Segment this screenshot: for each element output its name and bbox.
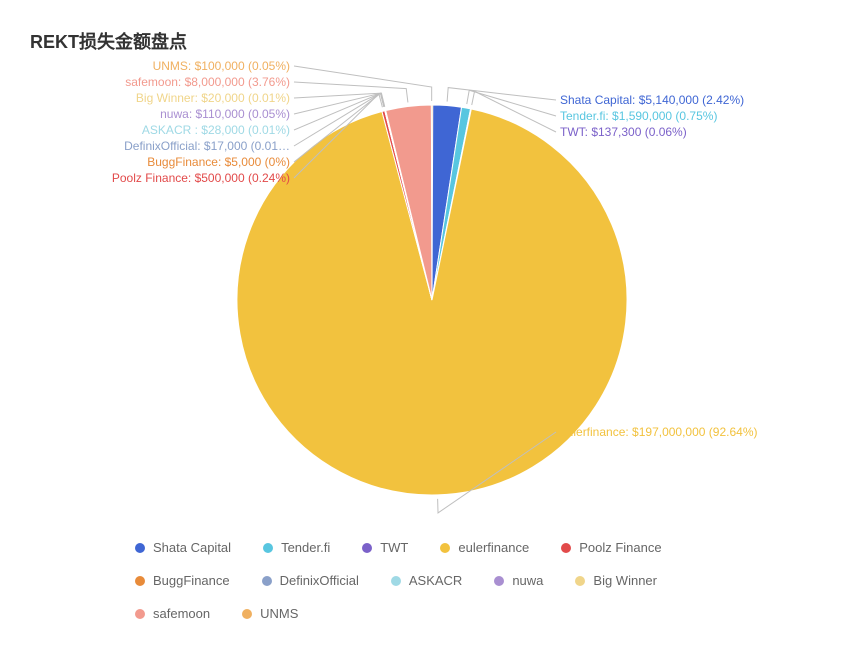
callout-label: Tender.fi: $1,590,000 (0.75%) <box>560 109 717 123</box>
callout-label: DefinixOfficial: $17,000 (0.01… <box>124 139 290 153</box>
legend-dot-icon <box>391 576 401 586</box>
callout-label: safemoon: $8,000,000 (3.76%) <box>125 75 290 89</box>
legend-dot-icon <box>242 609 252 619</box>
callout-label: ASKACR : $28,000 (0.01%) <box>142 123 290 137</box>
legend-label: nuwa <box>512 573 543 588</box>
legend-label: Tender.fi <box>281 540 330 555</box>
legend-dot-icon <box>362 543 372 553</box>
legend-label: DefinixOfficial <box>280 573 359 588</box>
legend-item[interactable]: UNMS <box>242 606 298 621</box>
legend-label: TWT <box>380 540 408 555</box>
legend-dot-icon <box>561 543 571 553</box>
legend-item[interactable]: Poolz Finance <box>561 540 661 555</box>
legend-dot-icon <box>262 576 272 586</box>
legend-dot-icon <box>263 543 273 553</box>
callout-label: nuwa: $110,000 (0.05%) <box>160 107 290 121</box>
legend-label: safemoon <box>153 606 210 621</box>
legend-dot-icon <box>575 576 585 586</box>
legend-dot-icon <box>135 576 145 586</box>
legend-item[interactable]: nuwa <box>494 573 543 588</box>
legend-item[interactable]: Big Winner <box>575 573 657 588</box>
legend: Shata Capital Tender.fi TWT eulerfinance Poo… <box>115 540 755 621</box>
callout-label: BuggFinance: $5,000 (0%) <box>147 155 290 169</box>
callout-label: Shata Capital: $5,140,000 (2.42%) <box>560 93 744 107</box>
legend-label: Big Winner <box>593 573 657 588</box>
legend-item[interactable]: DefinixOfficial <box>262 573 359 588</box>
legend-dot-icon <box>135 543 145 553</box>
pie-slice[interactable] <box>431 105 432 300</box>
legend-label: Shata Capital <box>153 540 231 555</box>
legend-item[interactable]: Shata Capital <box>135 540 231 555</box>
callout-label: eulerfinance: $197,000,000 (92.64%) <box>560 425 757 439</box>
legend-label: Poolz Finance <box>579 540 661 555</box>
legend-item[interactable]: ASKACR <box>391 573 462 588</box>
callout-label: Big Winner: $20,000 (0.01%) <box>136 91 290 105</box>
legend-item[interactable]: Tender.fi <box>263 540 330 555</box>
legend-item[interactable]: eulerfinance <box>440 540 529 555</box>
legend-item[interactable]: TWT <box>362 540 408 555</box>
legend-dot-icon <box>135 609 145 619</box>
callout-label: UNMS: $100,000 (0.05%) <box>153 59 290 73</box>
legend-label: eulerfinance <box>458 540 529 555</box>
legend-item[interactable]: BuggFinance <box>135 573 230 588</box>
legend-dot-icon <box>494 576 504 586</box>
legend-item[interactable]: safemoon <box>135 606 210 621</box>
callout-label: TWT: $137,300 (0.06%) <box>560 125 687 139</box>
callout-label: Poolz Finance: $500,000 (0.24%) <box>112 171 290 185</box>
legend-dot-icon <box>440 543 450 553</box>
legend-label: ASKACR <box>409 573 462 588</box>
legend-label: UNMS <box>260 606 298 621</box>
legend-label: BuggFinance <box>153 573 230 588</box>
